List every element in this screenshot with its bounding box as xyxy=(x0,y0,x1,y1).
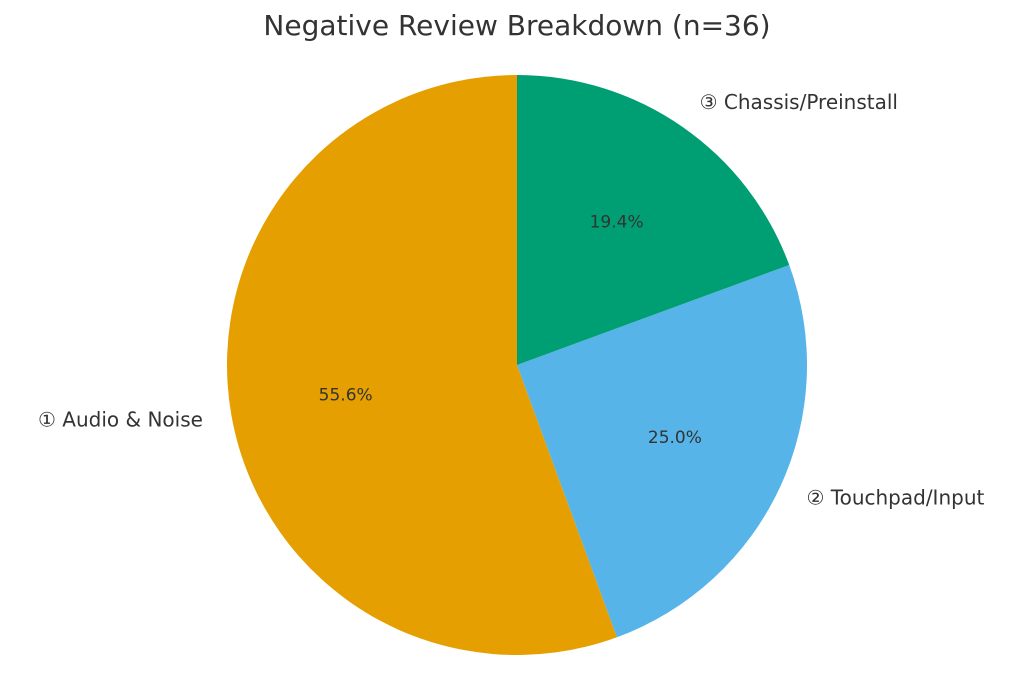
pie-slice xyxy=(517,75,790,365)
chart-title: Negative Review Breakdown (n=36) xyxy=(263,9,770,42)
pie-slice xyxy=(517,265,808,638)
data-label: 19.4% xyxy=(590,212,644,232)
legend-label: ③ Chassis/Preinstall xyxy=(700,90,898,114)
legend-label: ② Touchpad/Input xyxy=(806,486,984,510)
data-label: 55.6% xyxy=(319,385,373,405)
data-label: 25.0% xyxy=(648,428,702,448)
pie-slice xyxy=(226,75,617,656)
legend-label: ① Audio & Noise xyxy=(38,407,203,431)
